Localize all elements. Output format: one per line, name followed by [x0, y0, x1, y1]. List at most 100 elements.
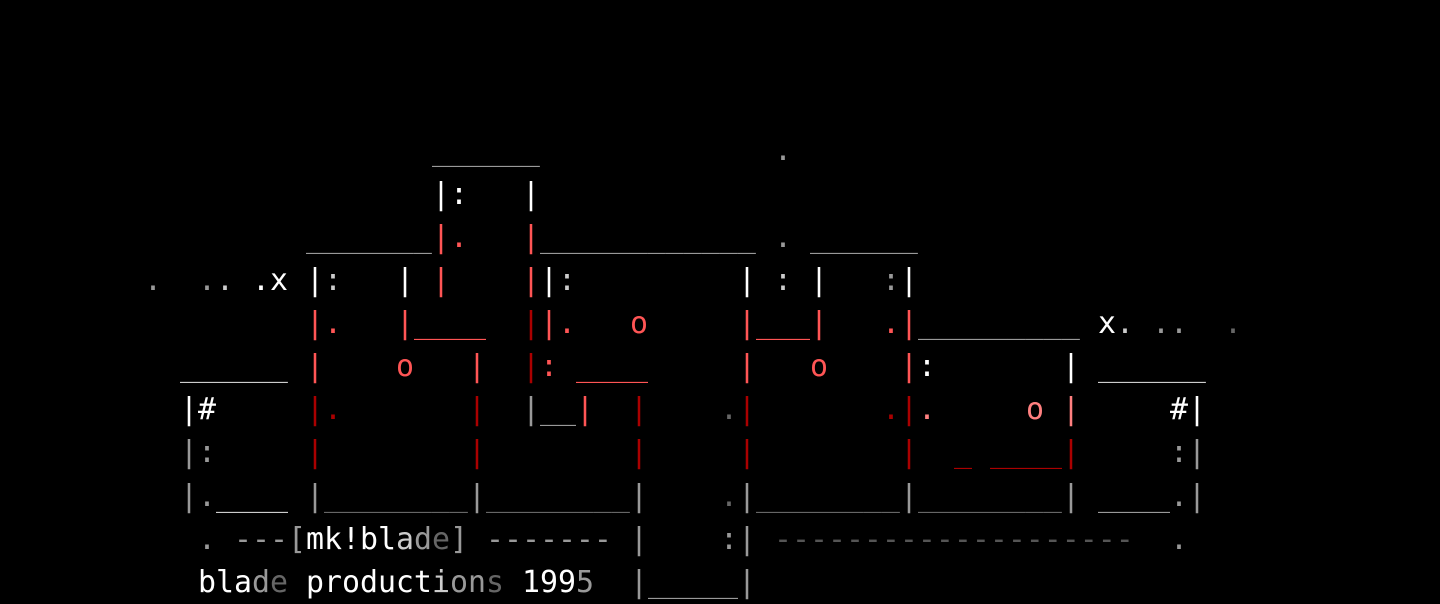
art-run: |: [306, 262, 324, 298]
art-run: .: [198, 521, 216, 557]
art-run: .|: [882, 306, 918, 341]
art-run: .: [144, 262, 162, 298]
art-run: .: [1170, 521, 1188, 557]
art-run: |: [306, 478, 324, 514]
art-run: |: [738, 521, 756, 557]
art-run: _: [954, 435, 972, 471]
art-run: s: [486, 564, 504, 600]
art-run: |.: [540, 306, 576, 341]
art-run: |.: [180, 478, 216, 514]
art-run: ____: [576, 349, 648, 385]
art-run: .: [774, 133, 792, 169]
art-run: ____: [990, 435, 1062, 471]
art-run: |: [1062, 392, 1080, 428]
art-run: |: [1062, 435, 1080, 471]
art-run: |: [522, 349, 540, 385]
art-run: |: [540, 262, 558, 298]
art-run: .: [774, 219, 792, 255]
art-run: |: [432, 219, 450, 255]
art-run: |___: [738, 306, 810, 341]
art-run: |: [810, 262, 828, 298]
art-run: bla: [198, 564, 252, 600]
art-run: |: [522, 306, 540, 341]
art-run: |.: [306, 306, 342, 341]
art-run: |: [522, 219, 540, 255]
art-run: e: [270, 564, 288, 600]
art-run: |: [1062, 349, 1080, 385]
art-run: o: [810, 349, 828, 385]
art-run: :: [882, 262, 900, 298]
art-run: .: [918, 392, 936, 428]
art-run: ________: [756, 478, 900, 514]
art-run: ______: [810, 219, 918, 255]
art-run: |: [432, 262, 450, 298]
art-run: |: [522, 176, 540, 212]
art-run: |: [576, 392, 594, 428]
art-run: ____: [216, 478, 288, 514]
art-run: |: [306, 435, 324, 471]
art-run: d: [252, 564, 270, 600]
art-run: ____: [1098, 478, 1170, 514]
art-run: |: [396, 262, 414, 298]
art-run: i: [432, 564, 450, 600]
art-run: --------------------: [774, 521, 1134, 557]
art-run: |: [738, 392, 756, 428]
art-run: .: [1170, 478, 1188, 514]
art-run: .: [450, 219, 468, 255]
art-run: x: [1098, 306, 1116, 341]
art-run: |: [468, 435, 486, 471]
art-run: |: [900, 262, 918, 298]
art-run: |: [630, 521, 648, 557]
art-run: .: [198, 262, 216, 298]
art-run: |: [306, 349, 324, 385]
art-run: ________: [486, 478, 630, 514]
art-run: mk!bl: [306, 521, 396, 557]
art-run: |____: [396, 306, 486, 341]
art-run: |: [738, 349, 756, 385]
art-run: .: [1116, 306, 1134, 341]
art-run: |: [738, 262, 756, 298]
art-run: :: [540, 349, 558, 385]
art-run: -------: [486, 521, 612, 557]
art-run: |: [810, 306, 828, 341]
art-run: 5: [576, 564, 594, 600]
art-run: ______: [432, 133, 540, 169]
art-run: |: [522, 262, 540, 298]
art-run: on: [450, 564, 486, 600]
art-run: |: [630, 392, 648, 428]
art-run: :: [720, 521, 738, 557]
art-run: ______: [180, 349, 288, 385]
art-run: .: [1224, 306, 1242, 341]
art-run: o: [396, 349, 414, 385]
art-run: |: [468, 349, 486, 385]
art-run: ..: [1152, 306, 1188, 341]
art-run: product: [306, 564, 432, 600]
art-run: o: [1026, 392, 1044, 428]
art-run: .|: [882, 392, 918, 428]
art-run: :|: [1170, 435, 1206, 471]
art-run: ]: [450, 521, 468, 557]
art-run: |: [900, 478, 918, 514]
art-run: :: [774, 262, 792, 298]
art-run: _________: [918, 306, 1080, 341]
art-run: |: [738, 435, 756, 471]
art-run: :: [324, 262, 342, 298]
art-run: |: [630, 564, 648, 600]
art-run: |: [900, 349, 918, 385]
art-run: .: [720, 392, 738, 428]
art-run: |: [522, 392, 540, 428]
art-run: |: [738, 478, 756, 514]
art-run: |: [1188, 478, 1206, 514]
art-run: :: [558, 262, 576, 298]
art-run: |: [468, 392, 486, 428]
art-run: __: [540, 392, 576, 428]
art-run: |: [1062, 478, 1080, 514]
art-run: ____________: [540, 219, 756, 255]
art-run: ---[: [234, 521, 306, 557]
art-run: _______: [306, 219, 432, 255]
art-run: 199: [522, 564, 576, 600]
art-run: a: [396, 521, 414, 557]
art-run: |: [468, 478, 486, 514]
